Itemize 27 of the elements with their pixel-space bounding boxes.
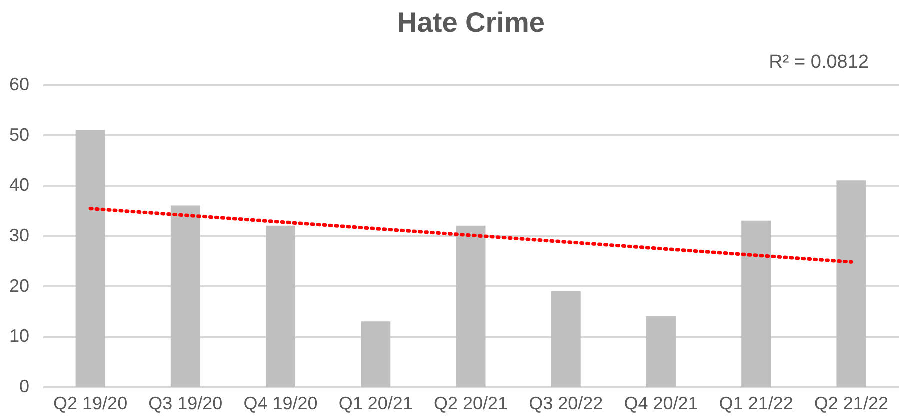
bar bbox=[170, 206, 200, 387]
x-tick-label: Q2 20/21 bbox=[434, 394, 508, 414]
x-tick-label: Q4 19/20 bbox=[244, 394, 318, 414]
y-tick-label: 60 bbox=[9, 74, 30, 94]
y-tick-label: 40 bbox=[9, 175, 30, 196]
text: R² = 0.0812 bbox=[769, 52, 869, 74]
bar bbox=[266, 226, 296, 387]
y-tick-label: 0 bbox=[19, 376, 30, 396]
x-tick-label: Q1 20/21 bbox=[338, 394, 413, 414]
y-tick-label: 30 bbox=[9, 226, 30, 246]
bar bbox=[836, 180, 866, 387]
x-tick-label: Q3 20/22 bbox=[529, 394, 604, 414]
chart-title: Hate Crime bbox=[397, 7, 545, 38]
bar bbox=[646, 316, 676, 387]
bar bbox=[76, 130, 106, 387]
bar bbox=[361, 322, 391, 387]
bar bbox=[456, 226, 486, 387]
x-tick-label: Q3 19/20 bbox=[148, 394, 223, 414]
y-tick-label: 10 bbox=[9, 326, 30, 346]
x-tick-label: Q4 20/21 bbox=[624, 394, 698, 414]
x-tick-label: Q2 21/22 bbox=[814, 394, 888, 414]
y-tick-label: 20 bbox=[9, 276, 30, 296]
y-tick-label: 50 bbox=[9, 124, 30, 145]
x-tick-label: Q2 19/20 bbox=[54, 394, 128, 414]
x-tick-label: Q1 21/22 bbox=[719, 394, 794, 414]
bar bbox=[551, 291, 581, 387]
bar bbox=[742, 220, 772, 387]
